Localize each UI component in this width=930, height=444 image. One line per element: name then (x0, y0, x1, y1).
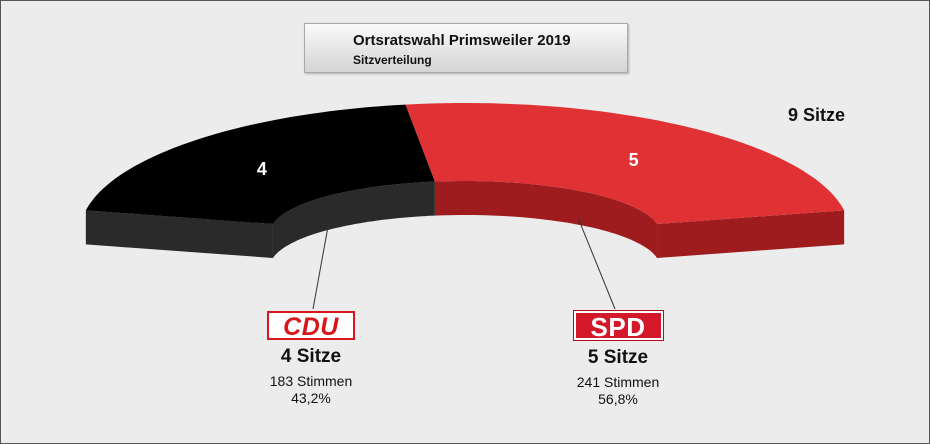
cdu-percent: 43,2% (291, 390, 331, 406)
cdu-segment-end-cap (85, 210, 273, 258)
cdu-segment-inner-side (273, 181, 435, 258)
cdu-logo: CDU (267, 311, 355, 341)
spd-leader-line (577, 218, 616, 310)
cdu-seats: 4 Sitze (280, 346, 342, 367)
spd-segment-inner-side (434, 181, 657, 258)
cdu-votes: 183 Stimmen (269, 373, 353, 389)
spd-logo: SPD (572, 310, 664, 342)
chart-title: Ortsratswahl Primsweiler 2019 (353, 32, 571, 49)
spd-seats: 5 Sitze (587, 347, 649, 368)
cdu-leader-line (312, 223, 329, 310)
party-cdu: CDU 4 Sitze 183 Stimmen 43,2% (201, 311, 421, 407)
spd-segment (405, 103, 845, 224)
spd-votes: 241 Stimmen (576, 374, 660, 390)
total-seats-label: 9 Sitze (787, 105, 845, 125)
spd-percent: 56,8% (598, 391, 638, 407)
party-spd: SPD 5 Sitze 241 Stimmen 56,8% (508, 310, 728, 408)
cdu-segment-value: 4 (257, 159, 267, 179)
spd-segment-value: 5 (629, 150, 639, 170)
title-box: Ortsratswahl Primsweiler 2019 Sitzvertei… (304, 23, 628, 73)
cdu-segment (85, 104, 435, 224)
spd-segment-end-cap (657, 210, 845, 258)
chart-subtitle: Sitzverteilung (353, 53, 432, 67)
